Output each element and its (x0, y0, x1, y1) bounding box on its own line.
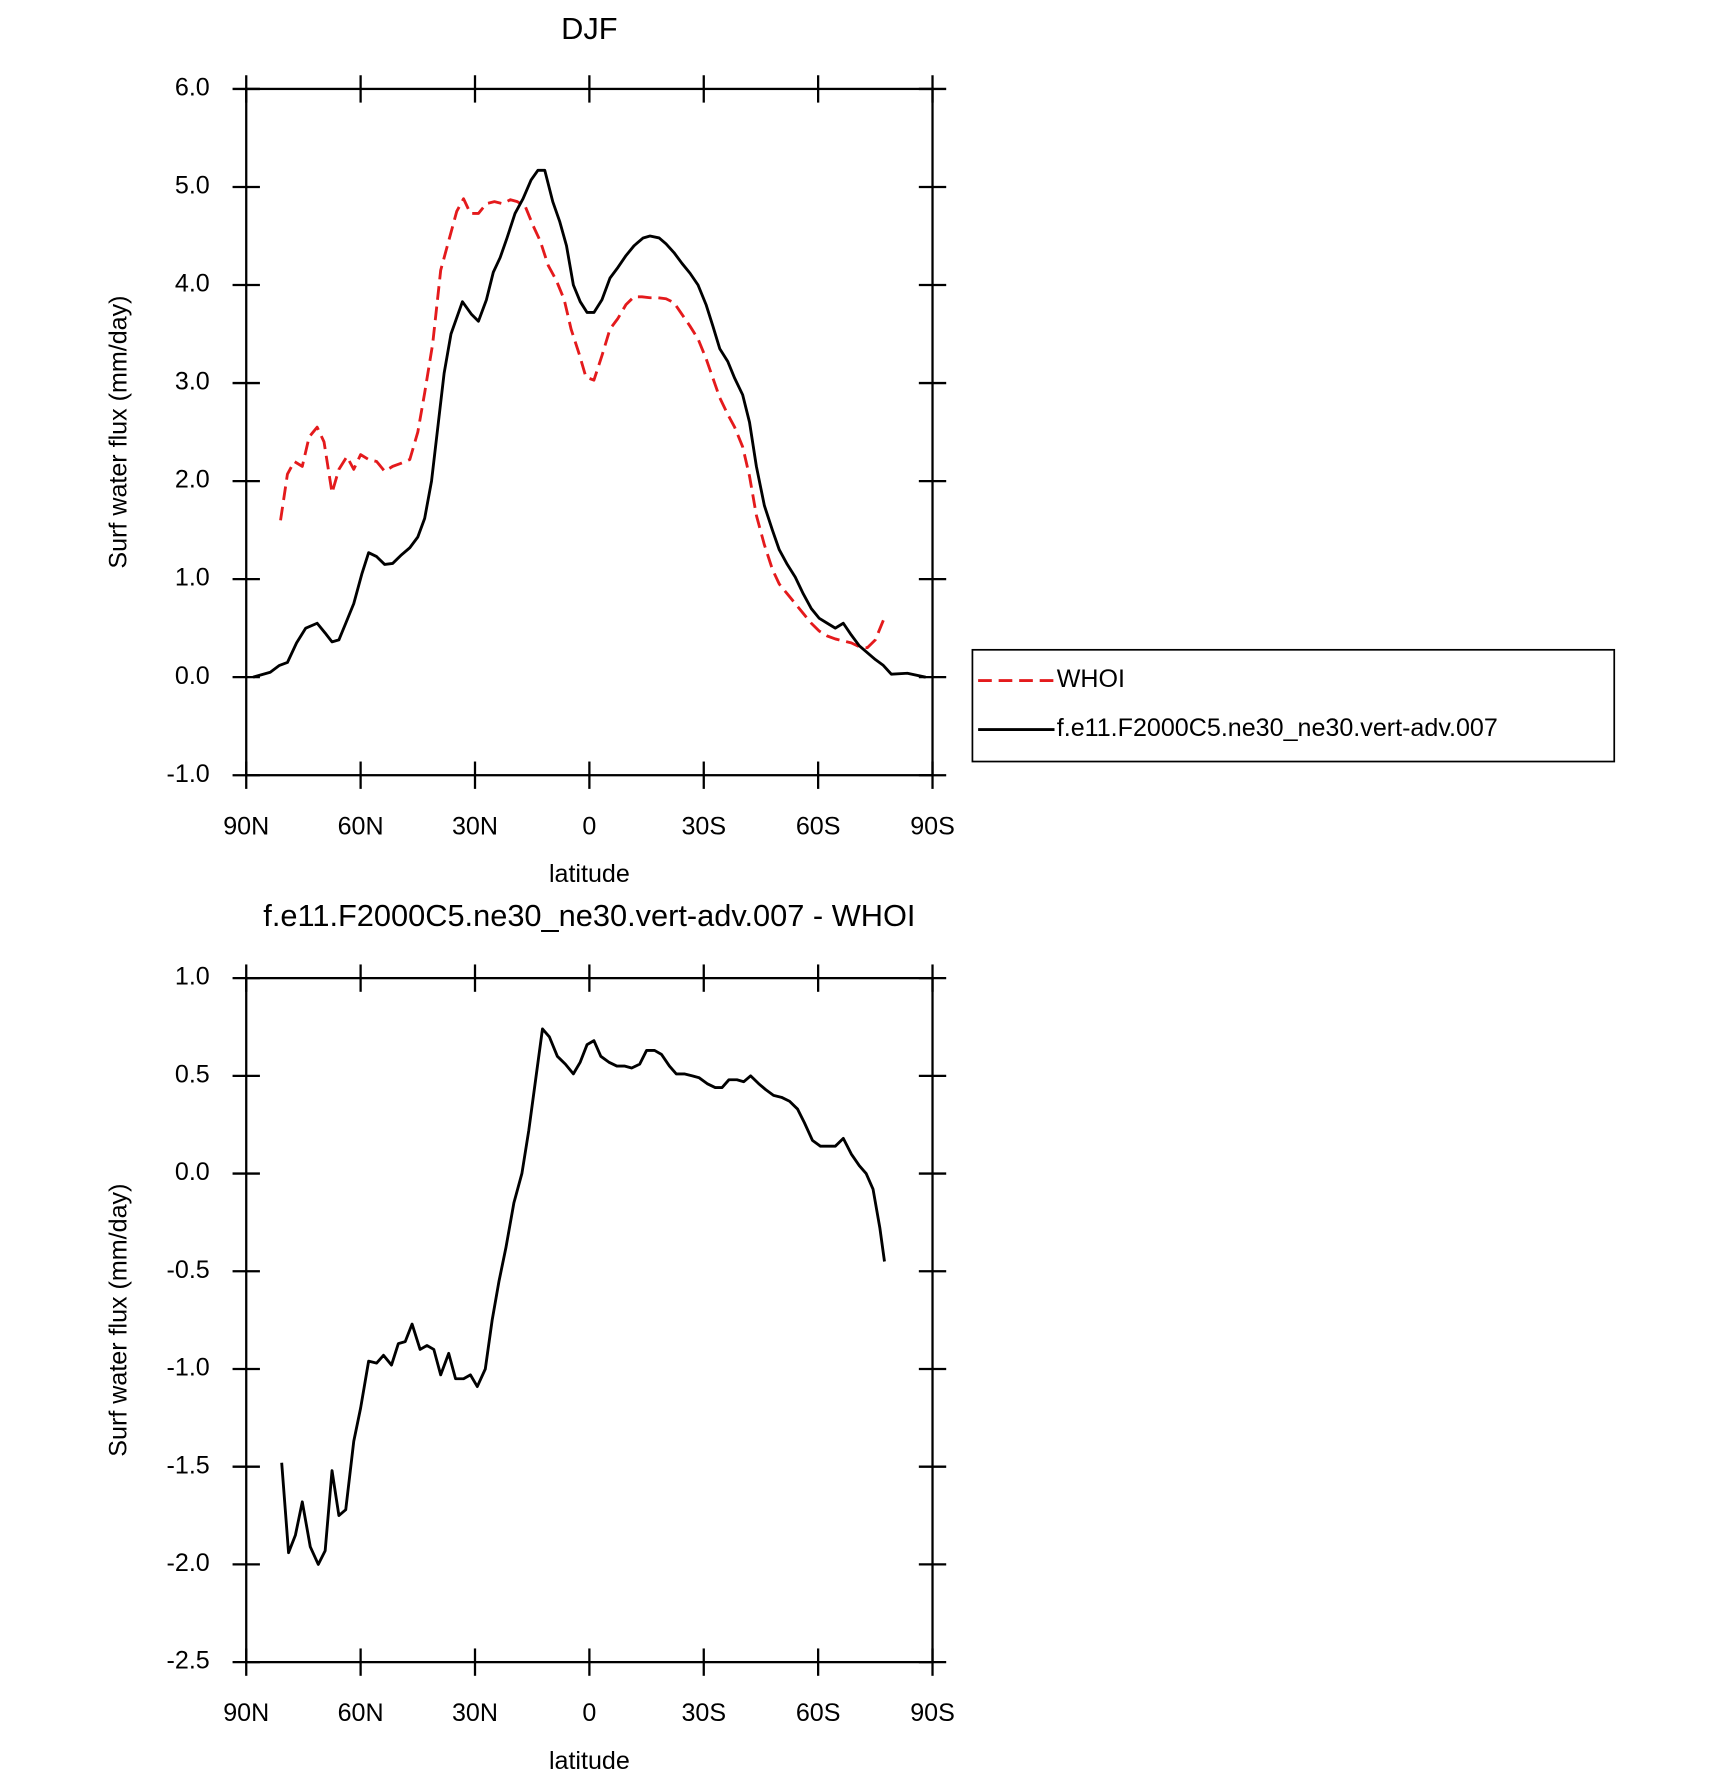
plot-frame (245, 976, 934, 1664)
x-tick-label: 90N (223, 1699, 269, 1727)
y-tick-label: -2.5 (167, 1647, 210, 1675)
y-tick-label: 1.0 (175, 963, 210, 991)
y-axis-label: Surf water flux (mm/day) (104, 1184, 132, 1457)
data-line (279, 197, 885, 650)
y-tick-label: 0.0 (175, 1158, 210, 1186)
x-tick-label: 30S (681, 812, 726, 840)
y-tick-label: -0.5 (167, 1256, 210, 1284)
x-tick-label: 30N (452, 812, 498, 840)
x-axis-label: latitude (549, 860, 630, 888)
y-tick-label: 5.0 (175, 172, 210, 200)
y-tick-label: -2.0 (167, 1549, 210, 1577)
data-line (280, 1027, 886, 1566)
x-tick-label: 30S (681, 1699, 726, 1727)
y-tick-label: -1.0 (167, 760, 210, 788)
legend-label: WHOI (1057, 665, 1125, 693)
legend-box (971, 648, 1616, 763)
plot-frame (245, 87, 934, 777)
y-tick-label: 2.0 (175, 466, 210, 494)
x-tick-label: 90N (223, 812, 269, 840)
x-tick-label: 0 (582, 1699, 596, 1727)
chart-title: DJF (561, 11, 617, 46)
y-tick-label: 3.0 (175, 368, 210, 396)
y-tick-label: -1.0 (167, 1354, 210, 1382)
legend-label: f.e11.F2000C5.ne30_ne30.vert-adv.007 (1057, 714, 1498, 742)
x-tick-label: 60S (796, 1699, 841, 1727)
y-tick-label: -1.5 (167, 1451, 210, 1479)
y-tick-label: 1.0 (175, 564, 210, 592)
y-tick-label: 4.0 (175, 270, 210, 298)
y-axis-label: Surf water flux (mm/day) (104, 295, 132, 568)
y-tick-label: 0.0 (175, 662, 210, 690)
x-tick-label: 60N (338, 1699, 384, 1727)
x-tick-label: 30N (452, 1699, 498, 1727)
x-tick-label: 60N (338, 812, 384, 840)
x-tick-label: 90S (910, 1699, 955, 1727)
x-axis-label: latitude (549, 1747, 630, 1775)
x-tick-label: 90S (910, 812, 955, 840)
y-tick-label: 6.0 (175, 74, 210, 102)
data-line (252, 168, 926, 679)
x-tick-label: 60S (796, 812, 841, 840)
x-tick-label: 0 (582, 812, 596, 840)
y-tick-label: 0.5 (175, 1060, 210, 1088)
chart-title: f.e11.F2000C5.ne30_ne30.vert-adv.007 - W… (263, 898, 915, 933)
